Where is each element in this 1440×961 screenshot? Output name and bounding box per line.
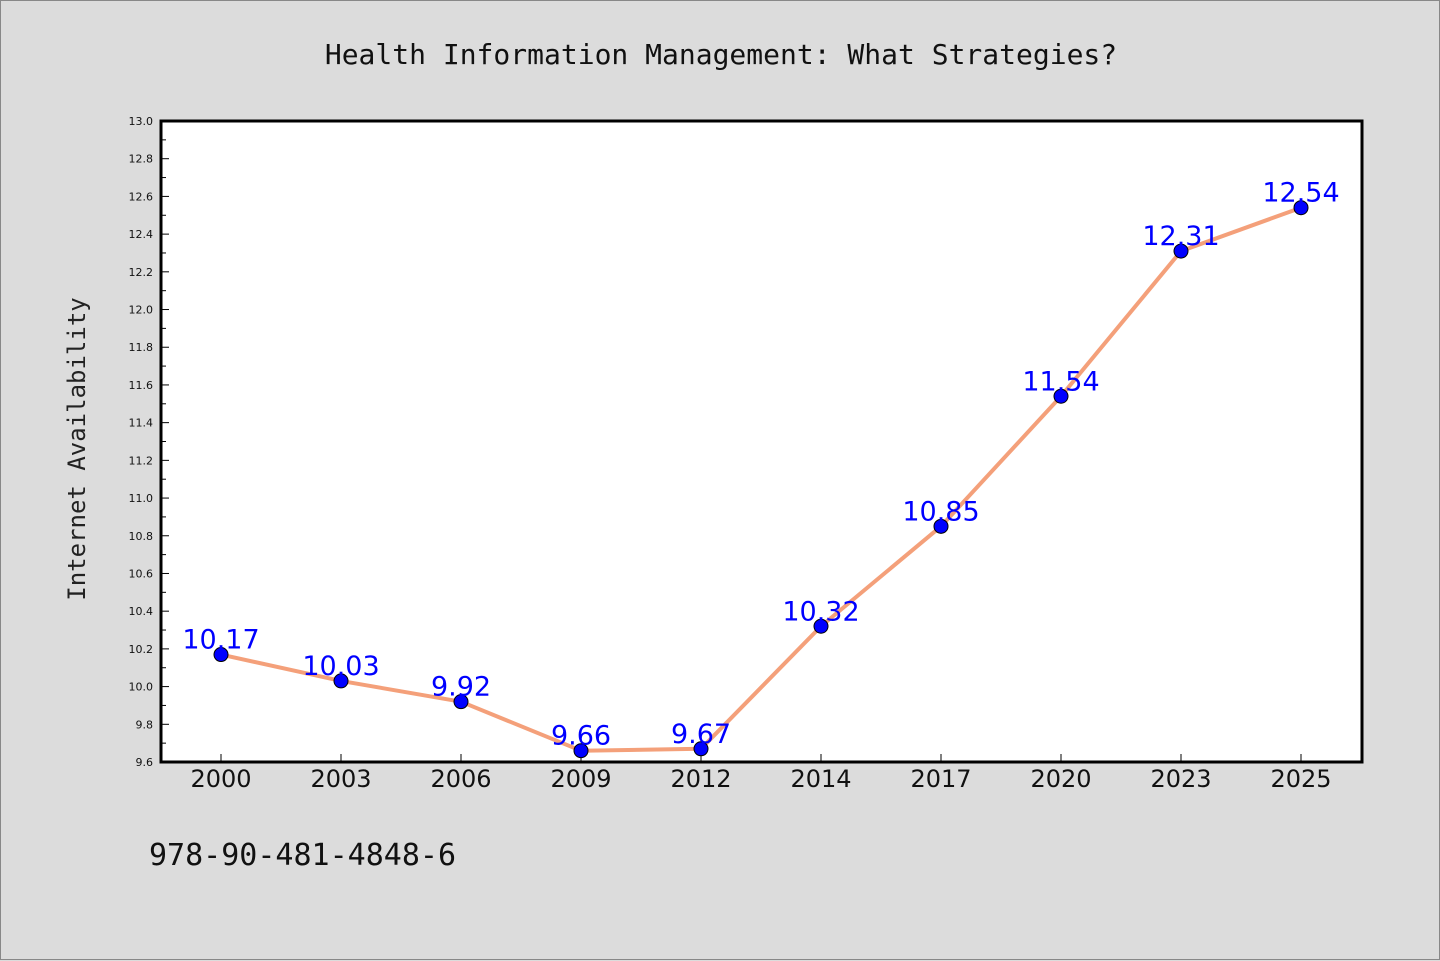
y-tick-label: 11.0: [129, 492, 154, 505]
data-point: [693, 741, 709, 757]
series-line: [220, 205, 1302, 753]
data-label: 12.31: [1142, 221, 1219, 252]
x-tick-label: 2017: [910, 765, 971, 793]
y-tick-label: 9.6: [136, 756, 154, 769]
x-tick-label: 2025: [1270, 765, 1331, 793]
data-point: [933, 518, 949, 534]
data-point: [573, 743, 589, 759]
y-tick-label: 12.0: [129, 304, 154, 317]
data-point: [1053, 388, 1069, 404]
data-point: [1173, 243, 1189, 259]
plot-area: [161, 121, 1362, 762]
data-label: 11.54: [1022, 366, 1099, 397]
data-point: [1293, 200, 1309, 216]
data-label: 9.66: [551, 721, 611, 752]
x-tick-label: 2012: [670, 765, 731, 793]
y-tick-label: 12.2: [129, 266, 154, 279]
x-axis: 2000 2003 2006 2009 2012 2014 2017 2020 2023 2025: [190, 754, 1332, 793]
x-tick-label: 2003: [310, 765, 371, 793]
data-label: 9.92: [431, 672, 491, 703]
y-tick-label: 13.0: [129, 115, 154, 128]
data-label: 12.54: [1262, 178, 1339, 209]
y-tick-label: 11.6: [129, 379, 154, 392]
y-tick-label: 12.6: [129, 190, 154, 203]
y-tick-label: 10.6: [129, 567, 154, 580]
plot-border: [159, 119, 1364, 764]
y-tick-label: 11.8: [129, 341, 154, 354]
y-tick-label: 10.2: [129, 643, 154, 656]
series: 10.17 10.03 9.92 9.66 9.67 10.32 10.85 11.54 12.…: [182, 178, 1340, 759]
y-tick-label: 12.8: [129, 153, 154, 166]
y-tick-label: 11.4: [129, 417, 154, 430]
y-tick-label: 9.8: [136, 718, 154, 731]
y-tick-label: 10.4: [129, 605, 154, 618]
data-point: [813, 618, 829, 634]
x-tick-label: 2006: [430, 765, 491, 793]
y-tick-label: 11.2: [129, 454, 154, 467]
data-point: [333, 673, 349, 689]
data-label: 10.03: [302, 651, 379, 682]
x-tick-label: 2020: [1030, 765, 1091, 793]
y-tick-label: 10.8: [129, 530, 154, 543]
y-axis-label: Internet Availability: [63, 297, 91, 600]
data-label: 9.67: [671, 719, 731, 750]
data-point: [453, 694, 469, 710]
data-label: 10.17: [182, 625, 259, 656]
x-tick-label: 2014: [790, 765, 851, 793]
y-tick-label: 10.0: [129, 681, 154, 694]
y-axis: 9.6 9.8 10.0 10.2 10.4 10.6 10.8 11.0 11.2 11.4 11…: [129, 115, 169, 769]
data-point: [213, 647, 229, 663]
x-tick-label: 2023: [1150, 765, 1211, 793]
x-tick-label: 2000: [190, 765, 251, 793]
chart-title: Health Information Management: What Stra…: [325, 38, 1117, 71]
y-tick-label: 12.4: [129, 228, 154, 241]
footnote-isbn: 978-90-481-4848-6: [149, 838, 456, 873]
x-tick-label: 2009: [550, 765, 611, 793]
data-label: 10.32: [782, 596, 859, 627]
data-label: 10.85: [902, 496, 979, 527]
